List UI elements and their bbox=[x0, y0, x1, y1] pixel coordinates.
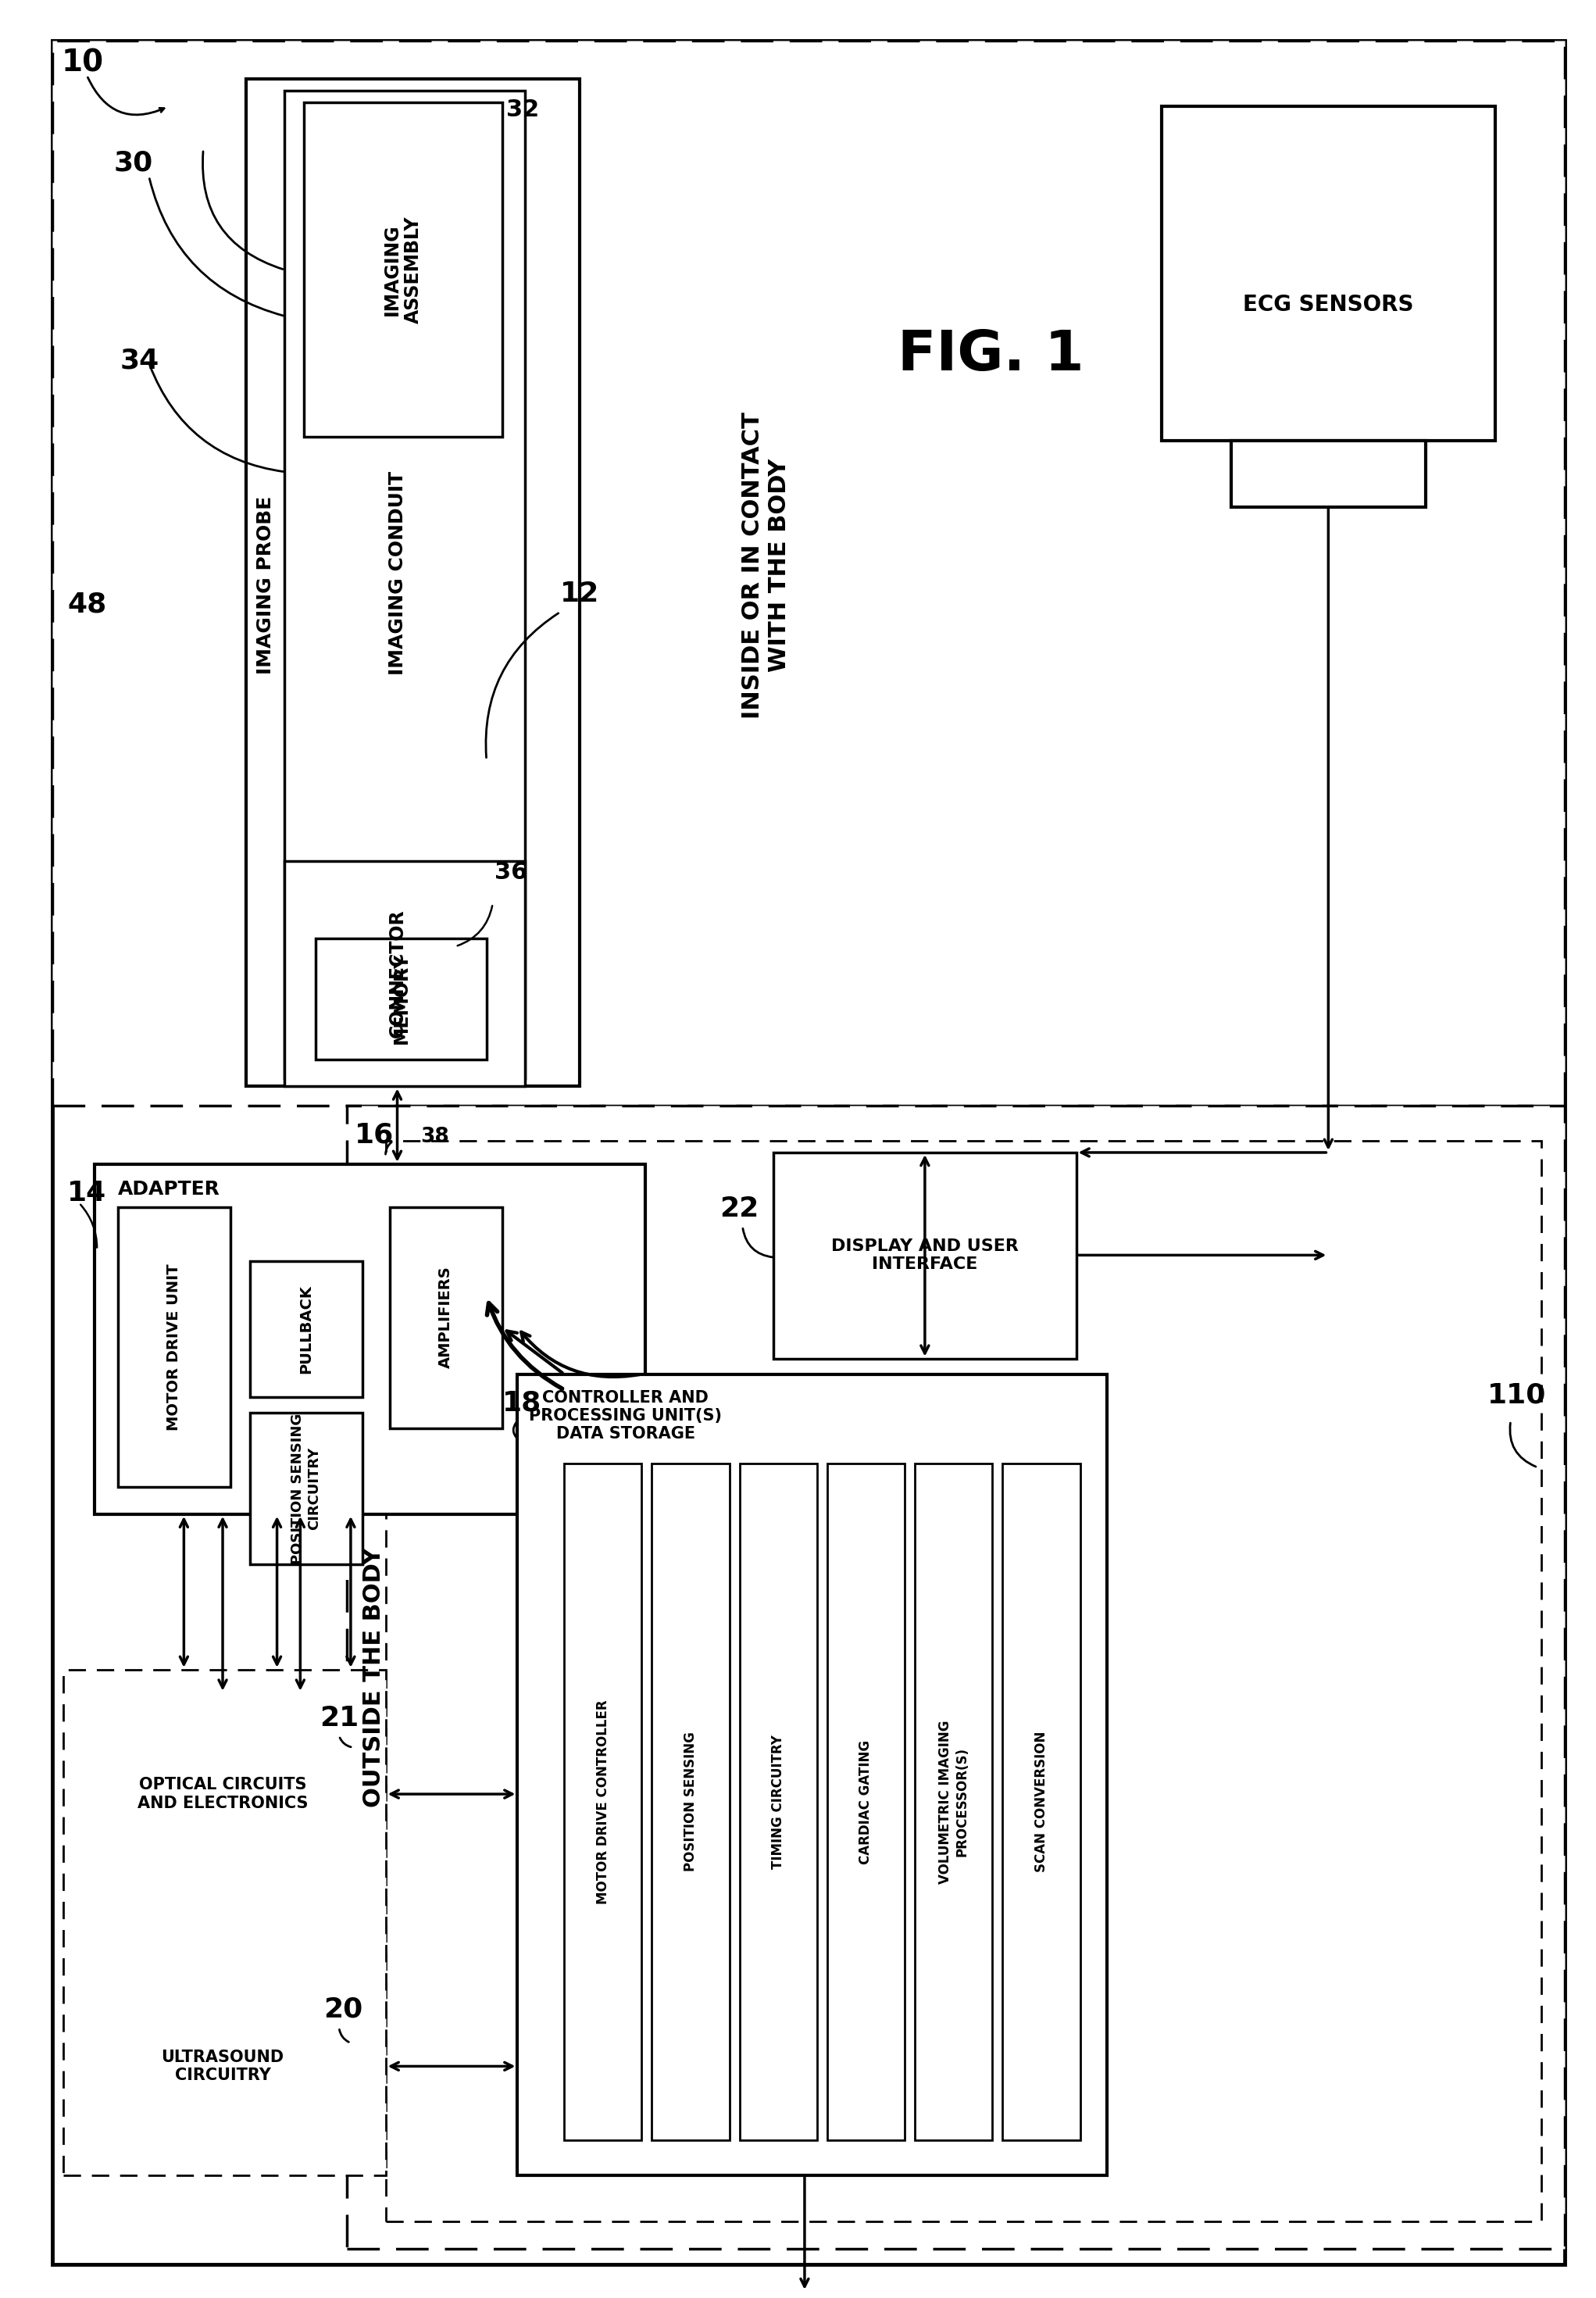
Text: ULTRASOUND
CIRCUITRY: ULTRASOUND CIRCUITRY bbox=[161, 2050, 284, 2084]
Text: AMPLIFIERS: AMPLIFIERS bbox=[437, 1266, 453, 1367]
Text: 16: 16 bbox=[354, 1121, 394, 1149]
Text: 18: 18 bbox=[503, 1390, 541, 1416]
Text: MEMORY: MEMORY bbox=[391, 954, 410, 1043]
Bar bbox=[246, 80, 579, 1087]
Text: SCAN CONVERSION: SCAN CONVERSION bbox=[1034, 1730, 1049, 1873]
Text: CARDIAC GATING: CARDIAC GATING bbox=[859, 1740, 873, 1864]
Text: 21: 21 bbox=[319, 1705, 359, 1730]
Text: INSIDE OR IN CONTACT
WITH THE BODY: INSIDE OR IN CONTACT WITH THE BODY bbox=[742, 411, 790, 719]
Bar bbox=[1232, 441, 1425, 508]
Bar bbox=[827, 1464, 905, 2139]
Bar bbox=[386, 1140, 1542, 2222]
Text: CONNECTOR: CONNECTOR bbox=[388, 910, 407, 1039]
Bar bbox=[1162, 106, 1495, 441]
Text: OUTSIDE THE BODY: OUTSIDE THE BODY bbox=[362, 1547, 385, 1809]
Text: OPTICAL CIRCUITS
AND ELECTRONICS: OPTICAL CIRCUITS AND ELECTRONICS bbox=[137, 1776, 308, 1811]
Text: POSITION SENSING
CIRCUITRY: POSITION SENSING CIRCUITRY bbox=[290, 1413, 321, 1565]
Bar bbox=[251, 1262, 362, 1397]
Bar bbox=[774, 1154, 1076, 1358]
Bar bbox=[284, 92, 525, 1078]
Bar bbox=[389, 1206, 503, 1429]
Bar bbox=[118, 1206, 230, 1487]
Text: 32: 32 bbox=[506, 99, 539, 122]
Text: DISPLAY AND USER
INTERFACE: DISPLAY AND USER INTERFACE bbox=[832, 1239, 1018, 1273]
Text: 12: 12 bbox=[560, 581, 600, 607]
Bar bbox=[1002, 1464, 1080, 2139]
Text: 48: 48 bbox=[67, 591, 107, 618]
Text: 38: 38 bbox=[420, 1126, 448, 1147]
Text: 36: 36 bbox=[495, 862, 527, 882]
Bar bbox=[563, 1464, 642, 2139]
Bar bbox=[94, 1985, 351, 2149]
Text: 20: 20 bbox=[324, 1997, 362, 2022]
Text: ADAPTER: ADAPTER bbox=[118, 1179, 220, 1200]
Bar bbox=[64, 1671, 386, 2176]
Bar bbox=[739, 1464, 817, 2139]
Text: 22: 22 bbox=[720, 1195, 758, 1223]
Text: IMAGING PROBE: IMAGING PROBE bbox=[255, 496, 275, 673]
Text: ECG SENSORS: ECG SENSORS bbox=[1243, 294, 1414, 315]
Bar bbox=[305, 103, 503, 437]
Text: 14: 14 bbox=[67, 1179, 107, 1206]
Text: POSITION SENSING: POSITION SENSING bbox=[683, 1733, 697, 1873]
Bar bbox=[651, 1464, 729, 2139]
Text: CONTROLLER AND
PROCESSING UNIT(S)
DATA STORAGE: CONTROLLER AND PROCESSING UNIT(S) DATA S… bbox=[530, 1390, 721, 1441]
Text: IMAGING
ASSEMBLY: IMAGING ASSEMBLY bbox=[383, 216, 423, 324]
Text: VOLUMETRIC IMAGING
PROCESSOR(S): VOLUMETRIC IMAGING PROCESSOR(S) bbox=[938, 1719, 969, 1884]
Bar bbox=[284, 862, 525, 1087]
Text: MOTOR DRIVE UNIT: MOTOR DRIVE UNIT bbox=[166, 1264, 182, 1429]
Bar bbox=[94, 1165, 645, 1514]
Text: IMAGING CONDUIT: IMAGING CONDUIT bbox=[388, 471, 407, 676]
Text: MOTOR DRIVE CONTROLLER: MOTOR DRIVE CONTROLLER bbox=[595, 1701, 610, 1905]
Text: 30: 30 bbox=[113, 149, 153, 177]
Bar bbox=[316, 938, 487, 1059]
Bar bbox=[94, 1694, 351, 1896]
Text: FIG. 1: FIG. 1 bbox=[897, 329, 1084, 381]
Text: PULLBACK: PULLBACK bbox=[298, 1285, 313, 1374]
Bar bbox=[346, 1105, 1566, 2250]
Text: TIMING CIRCUITRY: TIMING CIRCUITRY bbox=[771, 1735, 785, 1868]
Text: 110: 110 bbox=[1487, 1381, 1547, 1409]
Bar bbox=[251, 1413, 362, 1565]
Bar bbox=[915, 1464, 993, 2139]
Text: 10: 10 bbox=[61, 48, 104, 78]
Text: 34: 34 bbox=[120, 347, 160, 375]
Bar bbox=[53, 41, 1566, 1105]
Bar bbox=[517, 1374, 1108, 2176]
